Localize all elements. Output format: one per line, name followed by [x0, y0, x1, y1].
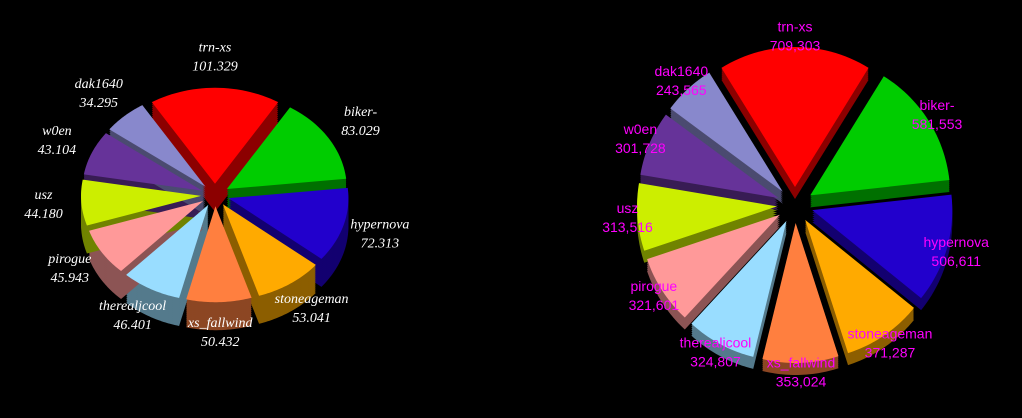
slice-value-label: 301,728: [615, 140, 666, 156]
slice-name: biker-: [344, 105, 377, 120]
slice: [812, 194, 953, 299]
right-pie: trn-xs 709,303 biker- 581,553 hypernova 506,6…: [602, 19, 989, 390]
slice: [670, 72, 783, 192]
slice-name: usz: [617, 200, 639, 216]
slice-name: stoneageman: [275, 292, 349, 307]
slice: [640, 114, 779, 198]
slice-name: pirogue: [47, 252, 91, 267]
slice-name: xs_fallwind: [767, 355, 835, 371]
slice-value-label: 44.180: [24, 207, 63, 222]
slice-value-label: 101.329: [192, 60, 238, 75]
slice-value-label: 46.401: [113, 318, 152, 333]
slice: [109, 105, 206, 187]
slice-name: xs_fallwind: [187, 316, 254, 331]
slice: [647, 214, 780, 318]
left-pie: trn-xs 101.329 biker- 83.029 hypernova 72.313…: [24, 41, 409, 350]
slice-name: dak1640: [654, 63, 708, 79]
slice: [691, 220, 787, 357]
slice: [228, 187, 349, 259]
slice-value-label: 50.432: [201, 335, 240, 350]
slice-value-label: 43.104: [38, 143, 77, 158]
slice-value-label: 53.041: [292, 311, 331, 326]
slice-name: biker-: [919, 97, 954, 113]
slice-value-label: 45.943: [51, 271, 90, 286]
slice: [810, 76, 950, 196]
slice-value-label: 353,024: [776, 374, 827, 390]
slice: [89, 201, 204, 272]
slice-value-label: 34.295: [78, 96, 118, 111]
slice-name: therealjcool: [99, 299, 166, 314]
slice-name: hypernova: [350, 217, 409, 232]
slice-name: trn-xs: [778, 19, 813, 35]
slice: [721, 47, 869, 187]
slice: [637, 183, 778, 251]
slice: [762, 222, 839, 363]
slice: [83, 133, 203, 191]
slice-value-label: 709,303: [770, 38, 821, 54]
slice-value-label: 321,601: [629, 297, 680, 313]
slice-value-label: 581,553: [912, 116, 963, 132]
slice-name: hypernova: [924, 234, 990, 250]
slice-name: pirogue: [631, 278, 678, 294]
slice-name: usz: [35, 188, 53, 203]
slice-name: trn-xs: [199, 41, 232, 56]
slice-value-label: 72.313: [361, 236, 400, 251]
slice: [226, 107, 347, 190]
slice-value-label: 506,611: [931, 253, 981, 269]
slice-name: w0en: [623, 121, 657, 137]
slice-value-label: 83.029: [341, 124, 380, 139]
slice-name: w0en: [42, 124, 72, 139]
slice-name: dak1640: [75, 77, 123, 92]
slice-value-label: 243,565: [656, 82, 707, 98]
slice: [805, 219, 915, 354]
slice-name: therealjcool: [680, 335, 752, 351]
slice: [81, 179, 202, 226]
slice-name: stoneageman: [848, 325, 933, 341]
slice: [126, 204, 209, 298]
slice-value-label: 324,807: [690, 354, 741, 370]
slice: [222, 204, 316, 296]
slice: [151, 87, 279, 184]
slice-value-label: 313,516: [602, 219, 653, 235]
slice: [186, 206, 252, 303]
slice-value-label: 371,287: [865, 344, 916, 360]
